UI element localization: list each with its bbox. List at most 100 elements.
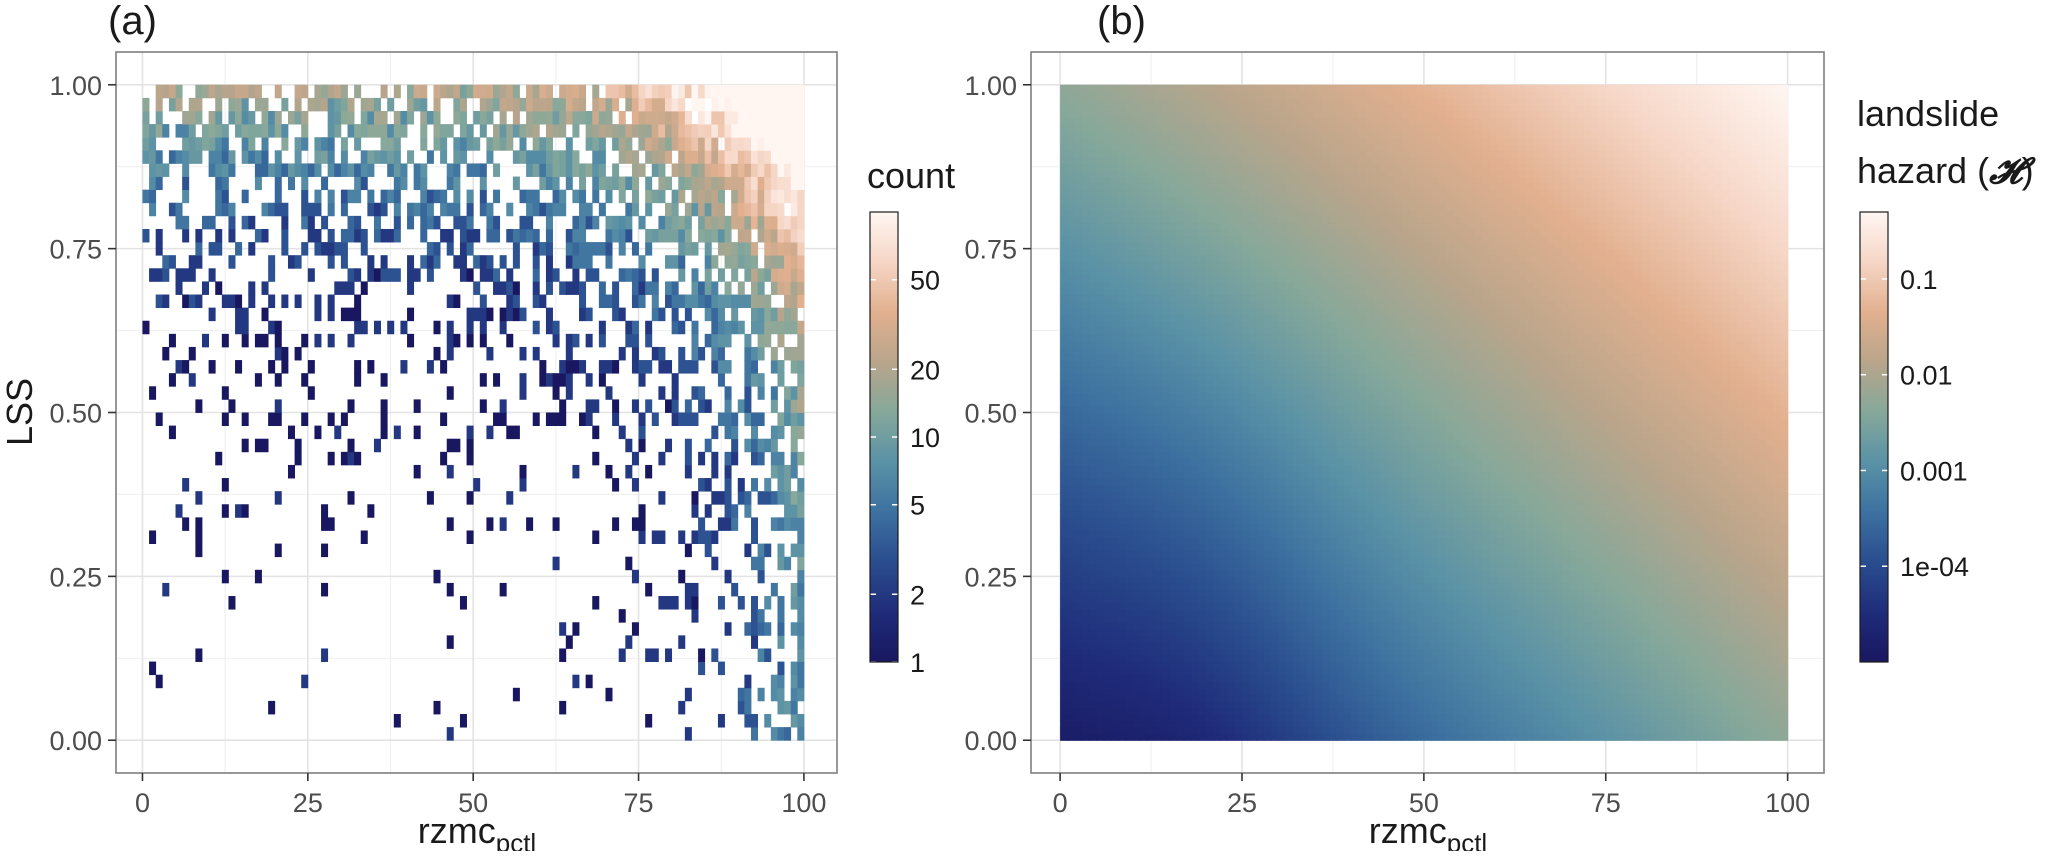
hazard-cell xyxy=(1140,583,1148,590)
hazard-cell xyxy=(1271,668,1279,675)
hazard-cell xyxy=(1067,524,1075,531)
histogram-cell xyxy=(407,268,414,282)
histogram-cell xyxy=(546,268,553,282)
hazard-cell xyxy=(1155,648,1163,655)
histogram-cell xyxy=(705,203,712,217)
histogram-cell xyxy=(427,491,434,505)
histogram-cell xyxy=(725,85,732,99)
hazard-cell xyxy=(1286,150,1294,157)
hazard-cell xyxy=(1184,589,1192,596)
hazard-cell xyxy=(1118,681,1126,688)
hazard-cell xyxy=(1140,196,1148,203)
hazard-cell xyxy=(1140,334,1148,341)
histogram-cell xyxy=(176,216,183,230)
histogram-cell xyxy=(427,190,434,204)
hazard-cell xyxy=(1082,222,1090,229)
hazard-cell xyxy=(1213,222,1221,229)
hazard-cell xyxy=(1067,196,1075,203)
hazard-cell xyxy=(1264,104,1272,111)
hazard-cell xyxy=(1177,111,1185,118)
histogram-cell xyxy=(652,413,659,427)
panel-a-colorbar-tick-label: 10 xyxy=(910,423,940,453)
histogram-cell xyxy=(652,111,659,125)
histogram-cell xyxy=(493,373,500,387)
hazard-cell xyxy=(1286,622,1294,629)
hazard-cell xyxy=(1278,393,1286,400)
hazard-cell xyxy=(1118,295,1126,302)
hazard-cell xyxy=(1126,209,1134,216)
hazard-cell xyxy=(1155,465,1163,472)
hazard-cell xyxy=(1206,701,1214,708)
hazard-cell xyxy=(1162,544,1170,551)
hazard-cell xyxy=(1177,177,1185,184)
hazard-cell xyxy=(1249,491,1257,498)
histogram-cell xyxy=(685,727,692,741)
hazard-cell xyxy=(1213,603,1221,610)
histogram-cell xyxy=(592,530,599,544)
hazard-cell xyxy=(1235,694,1243,701)
hazard-cell xyxy=(1162,118,1170,125)
histogram-cell xyxy=(394,229,401,243)
hazard-cell xyxy=(1082,190,1090,197)
hazard-cell xyxy=(1249,426,1257,433)
histogram-cell xyxy=(156,163,163,177)
hazard-cell xyxy=(1293,354,1301,361)
hazard-cell xyxy=(1162,511,1170,518)
hazard-cell xyxy=(1213,530,1221,537)
hazard-cell xyxy=(1140,177,1148,184)
hazard-cell xyxy=(1155,734,1163,741)
hazard-cell xyxy=(1198,393,1206,400)
histogram-cell xyxy=(400,321,407,335)
hazard-cell xyxy=(1082,118,1090,125)
histogram-cell xyxy=(678,190,685,204)
hazard-cell xyxy=(1198,229,1206,236)
histogram-cell xyxy=(605,242,612,256)
hazard-cell xyxy=(1133,354,1141,361)
histogram-cell xyxy=(658,98,665,112)
hazard-cell xyxy=(1271,177,1279,184)
histogram-cell xyxy=(586,124,593,138)
hazard-cell xyxy=(1169,517,1177,524)
hazard-cell xyxy=(1082,426,1090,433)
hazard-cell xyxy=(1198,596,1206,603)
hazard-cell xyxy=(1162,91,1170,98)
hazard-cell xyxy=(1096,137,1104,144)
hazard-cell xyxy=(1227,622,1235,629)
hazard-cell xyxy=(1126,635,1134,642)
hazard-cell xyxy=(1220,144,1228,151)
hazard-cell xyxy=(1177,622,1185,629)
hazard-cell xyxy=(1096,262,1104,269)
histogram-cell xyxy=(228,229,235,243)
hazard-cell xyxy=(1191,517,1199,524)
histogram-cell xyxy=(195,150,202,164)
hazard-cell xyxy=(1147,714,1155,721)
hazard-cell xyxy=(1126,589,1134,596)
histogram-cell xyxy=(513,281,520,295)
hazard-cell xyxy=(1140,380,1148,387)
histogram-cell xyxy=(751,727,758,741)
hazard-cell xyxy=(1191,557,1199,564)
hazard-cell xyxy=(1126,360,1134,367)
hazard-cell xyxy=(1242,413,1250,420)
hazard-cell xyxy=(1249,288,1257,295)
histogram-cell xyxy=(592,163,599,177)
histogram-cell xyxy=(791,255,798,269)
hazard-cell xyxy=(1293,511,1301,518)
hazard-cell xyxy=(1242,596,1250,603)
hazard-cell xyxy=(1293,727,1301,734)
hazard-cell xyxy=(1126,622,1134,629)
histogram-cell xyxy=(328,242,335,256)
hazard-cell xyxy=(1286,668,1294,675)
histogram-cell xyxy=(784,242,791,256)
hazard-cell xyxy=(1220,360,1228,367)
histogram-cell xyxy=(295,439,302,453)
hazard-cell xyxy=(1104,406,1112,413)
histogram-cell xyxy=(625,321,632,335)
hazard-cell xyxy=(1075,118,1083,125)
hazard-cell xyxy=(1133,498,1141,505)
hazard-cell xyxy=(1075,544,1083,551)
hazard-cell xyxy=(1257,249,1265,256)
hazard-cell xyxy=(1206,196,1214,203)
hazard-cell xyxy=(1118,622,1126,629)
hazard-cell xyxy=(1096,163,1104,170)
